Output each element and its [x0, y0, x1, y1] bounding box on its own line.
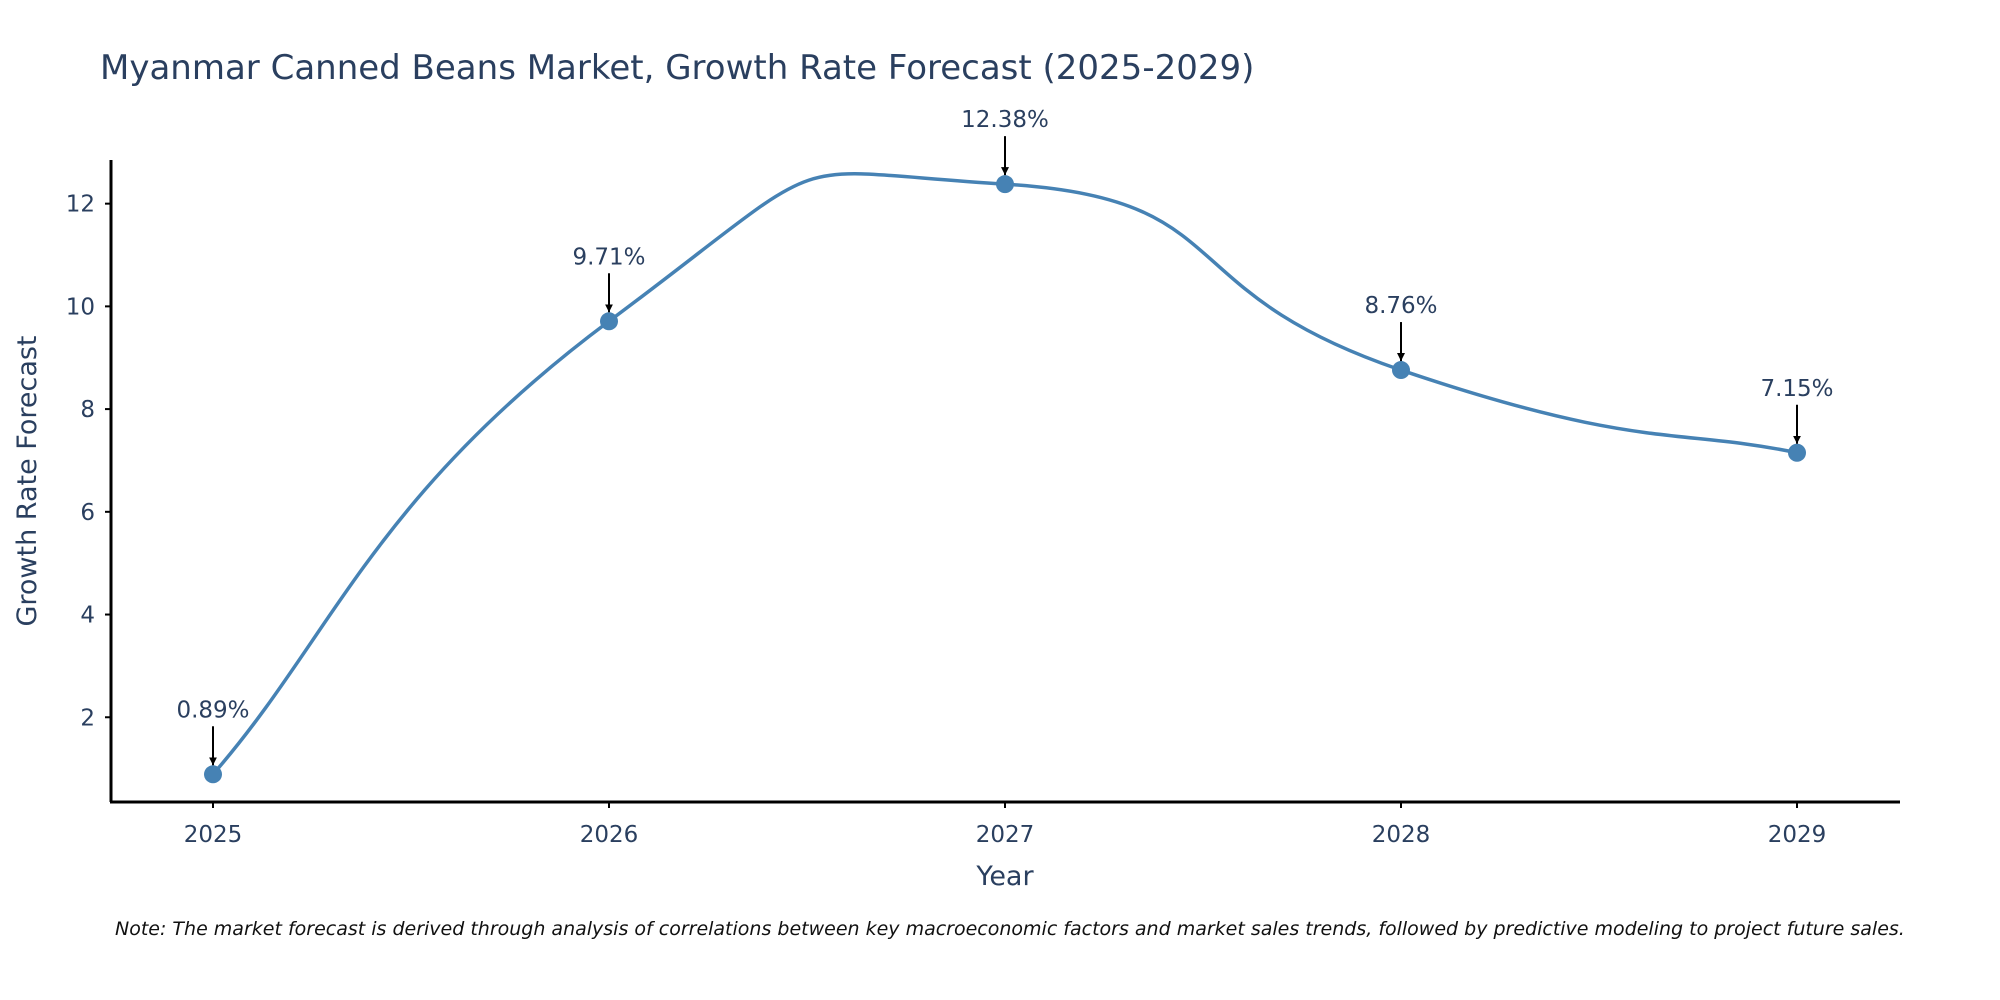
data-point — [996, 175, 1014, 194]
data-point — [1788, 443, 1806, 462]
x-axis-label: Year — [975, 861, 1034, 892]
y-tick-label: 4 — [80, 603, 95, 629]
data-label: 9.71% — [572, 244, 645, 270]
data-point — [1392, 361, 1410, 380]
x-tick-label: 2026 — [580, 822, 639, 848]
y-tick-label: 2 — [80, 705, 95, 731]
x-tick-label: 2025 — [184, 822, 243, 848]
data-label: 8.76% — [1364, 293, 1437, 319]
y-axis-label: Growth Rate Forecast — [12, 335, 43, 626]
x-tick-label: 2029 — [1768, 822, 1827, 848]
x-tick-label: 2028 — [1372, 822, 1431, 848]
chart-title: Myanmar Canned Beans Market, Growth Rate… — [100, 48, 1254, 88]
footnote: Note: The market forecast is derived thr… — [115, 918, 1905, 940]
data-label: 7.15% — [1760, 376, 1833, 402]
y-axis-ticks: 2 4 6 8 10 12 — [66, 192, 111, 731]
x-axis-ticks: 2025 2026 2027 2028 2029 — [184, 802, 1827, 848]
data-point — [204, 765, 222, 784]
data-label: 0.89% — [176, 697, 249, 723]
data-label: 12.38% — [961, 107, 1049, 133]
y-tick-label: 10 — [66, 294, 95, 320]
y-tick-label: 12 — [66, 192, 95, 218]
y-tick-label: 8 — [80, 397, 95, 423]
data-point — [600, 312, 618, 331]
y-tick-label: 6 — [80, 500, 95, 526]
x-tick-label: 2027 — [976, 822, 1035, 848]
series-line — [211, 172, 1799, 777]
plot-area: 0.89% 9.71% 12.38% 8.76% 7.15% — [176, 107, 1834, 784]
